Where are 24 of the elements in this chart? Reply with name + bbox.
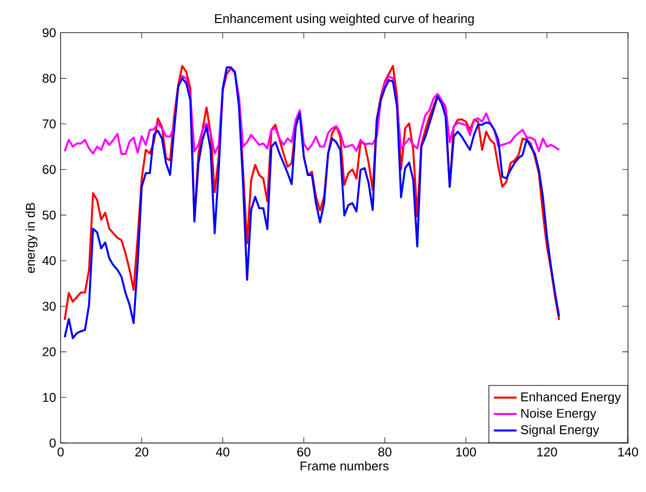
y-axis-title: energy in dB <box>26 202 38 273</box>
x-tick-label: 100 <box>456 447 476 456</box>
y-tick-label: 80 <box>42 74 56 83</box>
legend-label: Noise Energy <box>521 408 596 420</box>
y-tick-label: 40 <box>42 256 56 266</box>
chart-title: Enhancement using weighted curve of hearing <box>215 14 474 26</box>
legend-label: Signal Energy <box>520 424 600 437</box>
y-tick-label: 60 <box>42 164 56 174</box>
x-tick-label: 60 <box>297 447 310 456</box>
y-tick-label: 0 <box>50 438 56 448</box>
y-tick-label: 30 <box>42 302 56 311</box>
x-tick-label: 140 <box>618 447 638 456</box>
y-tick-label: 90 <box>42 28 56 38</box>
y-tick-label: 50 <box>42 210 56 220</box>
x-tick-label: 80 <box>378 447 392 456</box>
legend-label: Enhanced Energy <box>521 392 621 404</box>
y-tick-label: 10 <box>43 392 56 402</box>
x-tick-label: 20 <box>135 447 148 456</box>
y-tick-label: 70 <box>42 119 56 128</box>
x-axis-title: Frame numbers <box>300 461 389 470</box>
y-tick-label: 20 <box>42 347 56 356</box>
x-tick-label: 40 <box>216 447 230 456</box>
x-tick-label: 120 <box>537 447 558 456</box>
x-tick-label: 0 <box>58 447 64 456</box>
